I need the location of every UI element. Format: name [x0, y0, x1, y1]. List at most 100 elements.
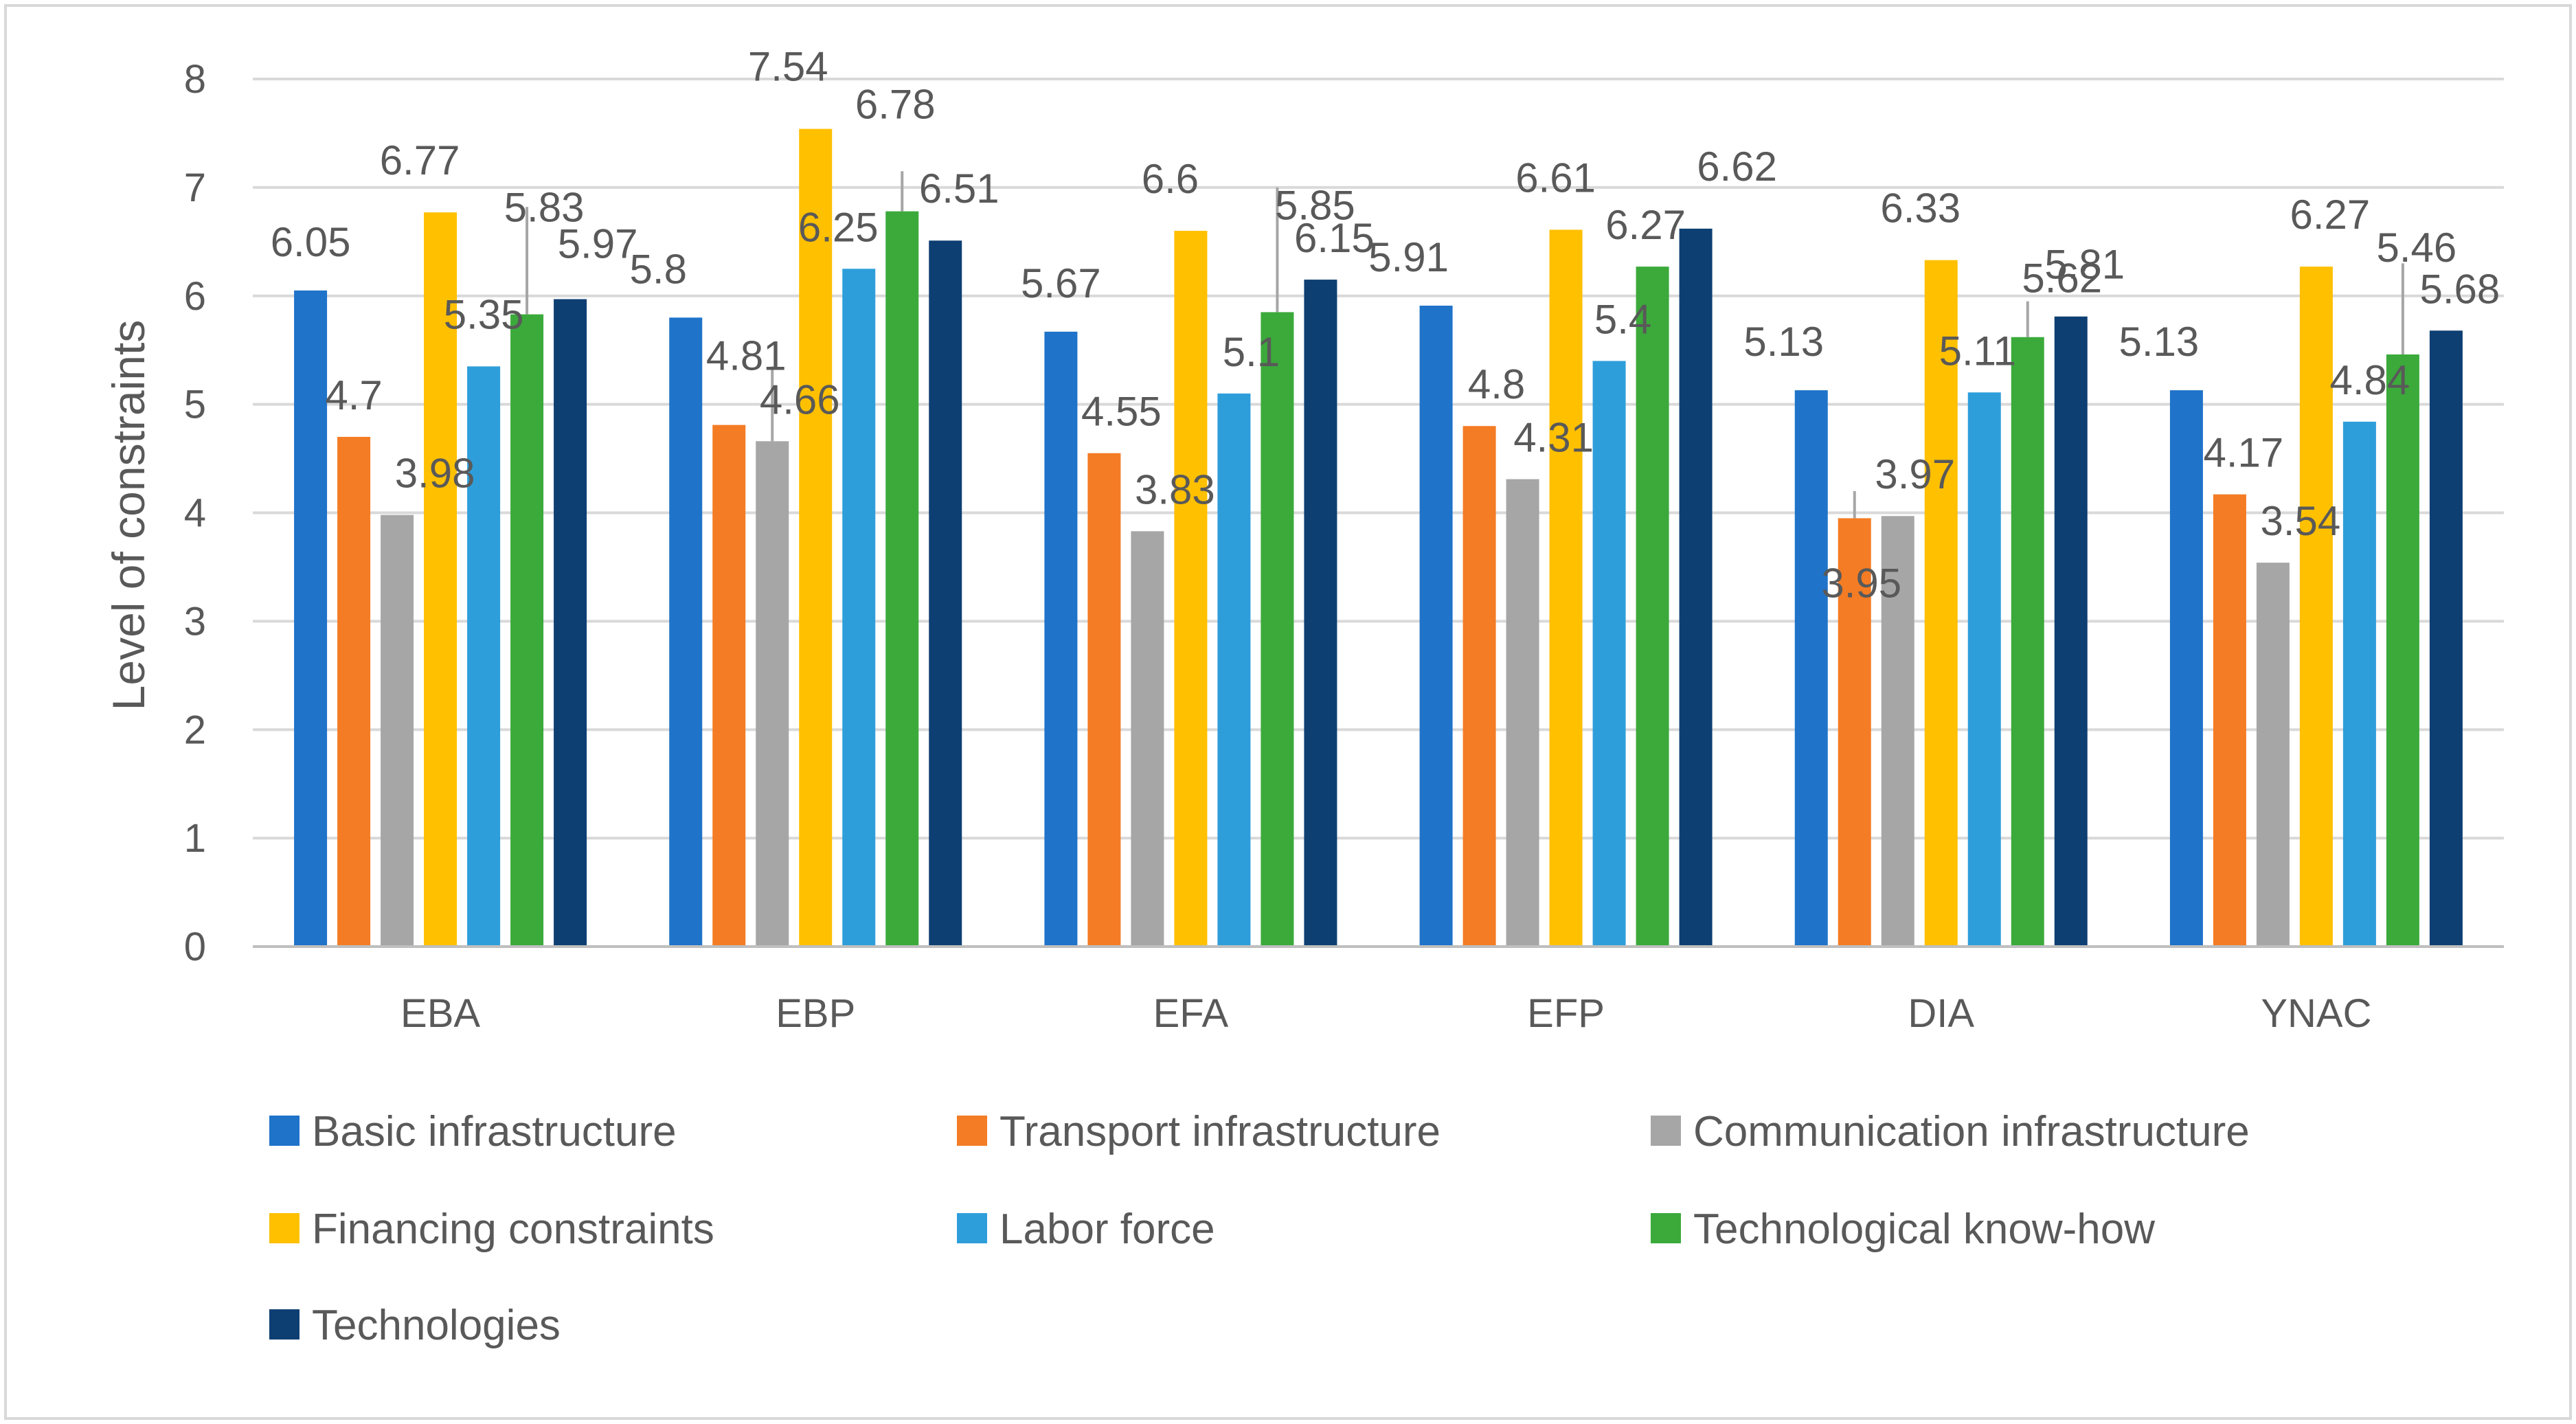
bar-efa-labor-force: [1217, 393, 1251, 947]
data-label-efp-transport-infrastructure: 4.8: [1468, 361, 1525, 407]
data-label-dia-technologies: 5.81: [2044, 242, 2125, 288]
data-label-efp-labor-force: 5.4: [1594, 296, 1651, 342]
x-tick-label-efp: EFP: [1527, 991, 1605, 1036]
data-label-efa-labor-force: 5.1: [1223, 329, 1280, 375]
bar-efp-transport-infrastructure: [1462, 426, 1496, 947]
legend-item-technologies: Technologies: [269, 1302, 561, 1349]
x-tick-label-dia: DIA: [1908, 991, 1974, 1036]
data-label-efa-transport-infrastructure: 4.55: [1081, 389, 1162, 435]
data-label-dia-communication-infrastructure: 3.97: [1875, 451, 1955, 497]
data-label-ynac-labor-force: 4.84: [2330, 357, 2410, 403]
bar-ynac-communication-infrastructure: [2256, 563, 2290, 947]
bar-ynac-basic-infrastructure: [2169, 390, 2203, 947]
bar-dia-financing-constraints: [1924, 260, 1958, 947]
data-label-ynac-communication-infrastructure: 3.54: [2261, 498, 2341, 544]
x-tick-label-ebp: EBP: [776, 991, 855, 1036]
data-label-eba-transport-infrastructure: 4.7: [325, 372, 382, 418]
data-label-efp-technologies: 6.62: [1697, 144, 1777, 190]
legend-swatch-technological-know-how: [1651, 1213, 1681, 1243]
data-label-efa-communication-infrastructure: 3.83: [1135, 466, 1215, 512]
bar-efa-technological-know-how: [1261, 312, 1294, 947]
legend-swatch-transport-infrastructure: [957, 1116, 987, 1146]
bar-efa-financing-constraints: [1174, 231, 1208, 947]
bar-ebp-technologies: [929, 240, 962, 947]
data-label-efa-technologies: 6.15: [1294, 215, 1375, 261]
legend-label-transport-infrastructure: Transport infrastructure: [999, 1108, 1440, 1155]
data-label-dia-technological-know-how: 5.62: [2022, 256, 2102, 302]
legend-swatch-technologies: [269, 1309, 300, 1340]
legend-item-financing-constraints: Financing constraints: [269, 1206, 714, 1253]
bar-ynac-labor-force: [2342, 421, 2376, 947]
data-label-efp-technological-know-how: 6.27: [1605, 202, 1686, 248]
bar-dia-transport-infrastructure: [1838, 518, 1871, 947]
data-label-eba-communication-infrastructure: 3.98: [395, 451, 475, 497]
data-label-ynac-financing-constraints: 6.27: [2290, 192, 2371, 238]
data-label-ebp-basic-infrastructure: 5.8: [630, 246, 687, 292]
y-tick-label-8: 8: [184, 57, 206, 102]
y-tick-label-0: 0: [184, 925, 206, 969]
bar-ynac-transport-infrastructure: [2213, 494, 2246, 947]
data-label-ebp-financing-constraints: 7.54: [748, 44, 828, 90]
bar-eba-transport-infrastructure: [337, 436, 371, 947]
leader-lines: [526, 171, 2404, 519]
data-label-eba-basic-infrastructure: 6.05: [271, 219, 351, 265]
legend-label-communication-infrastructure: Communication infrastructure: [1693, 1108, 2250, 1155]
y-axis-title: Level of constraints: [103, 320, 154, 711]
bar-efp-technologies: [1679, 228, 1713, 947]
bar-eba-labor-force: [467, 366, 501, 947]
bar-efp-technological-know-how: [1636, 267, 1669, 947]
bar-ebp-labor-force: [842, 269, 876, 947]
y-tick-label-3: 3: [184, 599, 206, 644]
data-label-ebp-technologies: 6.51: [919, 166, 999, 212]
legend-item-transport-infrastructure: Transport infrastructure: [957, 1108, 1440, 1155]
x-tick-label-efa: EFA: [1153, 991, 1229, 1036]
bar-eba-communication-infrastructure: [381, 515, 414, 947]
data-label-dia-labor-force: 5.11: [1939, 328, 2016, 374]
legend-item-communication-infrastructure: Communication infrastructure: [1651, 1108, 2250, 1155]
bar-dia-technological-know-how: [2011, 337, 2044, 947]
bar-ynac-technologies: [2429, 330, 2463, 947]
legend-label-technological-know-how: Technological know-how: [1693, 1206, 2155, 1253]
data-label-ynac-technologies: 5.68: [2420, 266, 2500, 312]
legend-item-basic-infrastructure: Basic infrastructure: [269, 1108, 677, 1155]
legend-swatch-basic-infrastructure: [269, 1116, 300, 1146]
legend-label-technologies: Technologies: [312, 1302, 561, 1349]
bar-efa-transport-infrastructure: [1087, 453, 1121, 947]
data-label-efp-financing-constraints: 6.61: [1515, 155, 1596, 201]
bar-efa-basic-infrastructure: [1044, 331, 1078, 947]
y-tick-label-1: 1: [184, 816, 206, 861]
bar-efp-communication-infrastructure: [1506, 479, 1539, 947]
y-tick-label-6: 6: [184, 274, 206, 319]
legend: Basic infrastructure Transport infrastruc…: [269, 1108, 2250, 1349]
bar-efp-financing-constraints: [1549, 229, 1583, 947]
bar-ebp-transport-infrastructure: [712, 425, 746, 947]
bar-ebp-technological-know-how: [885, 211, 919, 947]
bar-ebp-financing-constraints: [799, 128, 833, 947]
data-label-ebp-communication-infrastructure: 4.66: [760, 376, 840, 422]
data-label-eba-technological-know-how: 5.83: [504, 185, 585, 231]
bar-dia-basic-infrastructure: [1794, 390, 1828, 947]
legend-item-labor-force: Labor force: [957, 1206, 1215, 1253]
data-label-dia-basic-infrastructure: 5.13: [1743, 319, 1824, 365]
y-tick-label-7: 7: [184, 166, 206, 210]
bar-dia-technologies: [2054, 316, 2088, 947]
bar-eba-technological-know-how: [510, 314, 544, 947]
data-label-ynac-transport-infrastructure: 4.17: [2204, 430, 2284, 476]
data-label-efp-basic-infrastructure: 5.91: [1368, 234, 1449, 280]
data-label-efa-technological-know-how: 5.85: [1275, 182, 1355, 228]
data-label-eba-financing-constraints: 6.77: [380, 137, 460, 183]
legend-label-labor-force: Labor force: [999, 1206, 1215, 1253]
x-tick-label-ynac: YNAC: [2261, 991, 2371, 1036]
data-label-ynac-technological-know-how: 5.46: [2377, 225, 2457, 271]
bar-eba-technologies: [554, 299, 587, 947]
bar-ebp-basic-infrastructure: [669, 317, 703, 947]
y-tick-label-5: 5: [184, 383, 206, 427]
bar-dia-labor-force: [1967, 392, 2001, 947]
bar-efa-technologies: [1304, 280, 1337, 947]
legend-swatch-communication-infrastructure: [1651, 1116, 1681, 1146]
bar-efp-labor-force: [1592, 361, 1626, 947]
data-label-dia-financing-constraints: 6.33: [1880, 185, 1961, 231]
bar-eba-financing-constraints: [424, 212, 457, 947]
bar-ebp-communication-infrastructure: [756, 441, 789, 947]
